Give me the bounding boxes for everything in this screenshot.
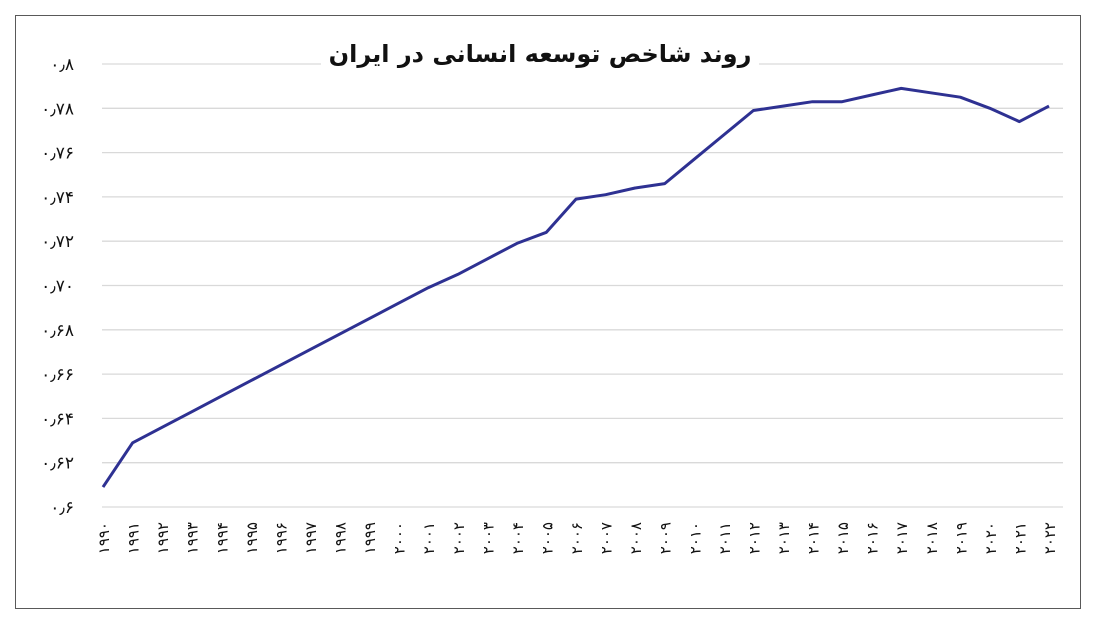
x-tick-label: ۲۰۰۳	[479, 522, 497, 554]
x-tick-label: ۲۰۰۷	[598, 522, 616, 554]
chart-frame	[15, 15, 1081, 609]
x-tick-label: ۲۰۰۱	[420, 522, 438, 554]
x-tick-label: ۲۰۱۳	[775, 522, 793, 554]
y-tick-label: ۰٫۶۸	[41, 321, 74, 341]
x-tick-label: ۲۰۲۱	[1011, 522, 1029, 554]
x-tick-label: ۲۰۱۵	[834, 522, 852, 554]
y-tick-label: ۰٫۶۴	[41, 409, 74, 429]
x-tick-label: ۲۰۱۴	[805, 522, 823, 554]
x-tick-label: ۲۰۰۴	[509, 522, 527, 554]
x-tick-label: ۲۰۰۹	[657, 522, 675, 554]
x-tick-label: ۲۰۲۰	[982, 522, 1000, 554]
y-tick-label: ۰٫۷۰	[41, 277, 74, 297]
hdi-line	[101, 86, 1050, 488]
x-tick-label: ۱۹۹۷	[302, 522, 320, 554]
x-tick-label: ۲۰۲۲	[1041, 522, 1059, 554]
x-axis-labels: ۱۹۹۰ ۱۹۹۱ ۱۹۹۲ ۱۹۹۳ ۱۹۹۴ ۱۹۹۵ ۱۹۹۶ ۱۹۹۷ ۱۹۹۸ ۱۹۹۹…	[95, 522, 1059, 554]
x-tick-label: ۱۹۹۰	[95, 522, 113, 554]
x-tick-label: ۱۹۹۵	[243, 522, 261, 554]
x-tick-label: ۱۹۹۲	[154, 522, 172, 554]
x-tick-label: ۲۰۰۸	[627, 522, 645, 554]
y-tick-label: ۰٫۶۲	[41, 454, 74, 474]
x-tick-label: ۱۹۹۸	[332, 522, 350, 554]
y-axis-labels: ۰٫۶ ۰٫۶۲ ۰٫۶۴ ۰٫۶۶ ۰٫۶۸ ۰٫۷۰ ۰٫۷۲ ۰٫۷۴ ۰٫۷۶ ۰٫۷۸ ۰…	[41, 55, 74, 518]
y-tick-label: ۰٫۷۴	[41, 188, 74, 208]
x-tick-label: ۲۰۱۲	[745, 522, 763, 554]
y-tick-label: ۰٫۶	[50, 498, 74, 518]
x-tick-label: ۲۰۱۷	[893, 522, 911, 554]
x-tick-label: ۲۰۱۸	[923, 522, 941, 554]
x-tick-label: ۲۰۰۶	[568, 522, 586, 554]
x-tick-label: ۲۰۰۵	[538, 522, 556, 554]
y-tick-label: ۰٫۶۶	[41, 365, 74, 385]
x-tick-label: ۱۹۹۱	[125, 522, 143, 554]
x-tick-label: ۱۹۹۴	[213, 522, 231, 554]
x-tick-label: ۲۰۱۶	[864, 522, 882, 554]
y-tick-label: ۰٫۷۶	[41, 144, 74, 164]
x-tick-label: ۲۰۱۹	[952, 522, 970, 554]
x-tick-label: ۲۰۰۰	[391, 522, 409, 554]
gridlines	[102, 63, 1063, 508]
x-tick-label: ۲۰۱۱	[716, 522, 734, 554]
x-tick-label: ۲۰۰۲	[450, 522, 468, 554]
x-tick-label: ۱۹۹۹	[361, 522, 379, 554]
y-tick-label: ۰٫۷۲	[41, 232, 74, 252]
x-tick-label: ۲۰۱۰	[686, 522, 704, 554]
x-tick-label: ۱۹۹۳	[184, 522, 202, 554]
y-tick-label: ۰٫۸	[50, 55, 74, 75]
y-tick-label: ۰٫۷۸	[41, 99, 74, 119]
x-tick-label: ۱۹۹۶	[272, 522, 290, 554]
